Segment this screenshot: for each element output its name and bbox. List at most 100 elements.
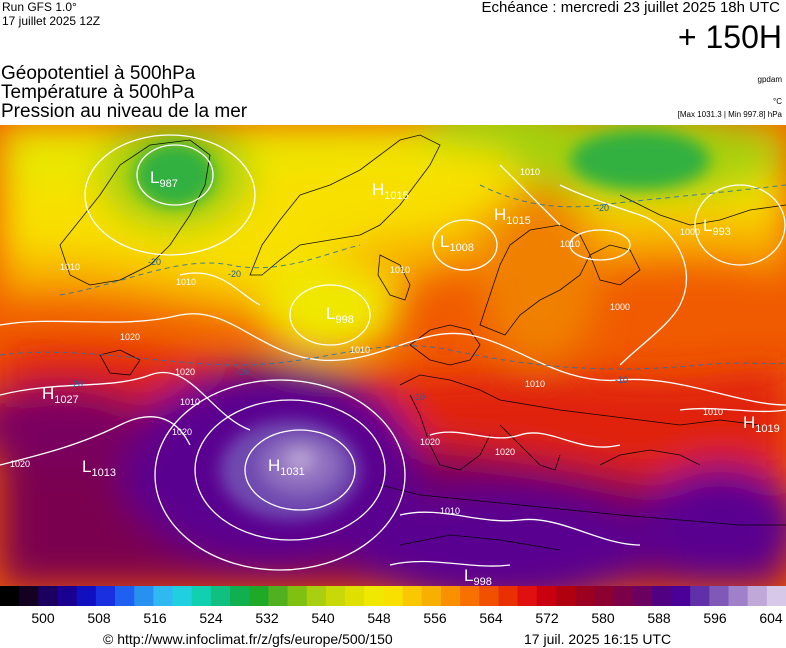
color-scale-tick: 604	[759, 610, 783, 626]
isotherm-label: -10	[236, 367, 249, 377]
isobar-label: 1010	[703, 407, 723, 417]
isobar-label: 1010	[525, 379, 545, 389]
pressure-center: L998	[464, 566, 492, 586]
color-swatch	[306, 586, 327, 606]
isotherm-label: -20	[70, 379, 83, 389]
color-scale-tick: 500	[31, 610, 55, 626]
pressure-center: H1015	[372, 180, 409, 202]
color-swatch	[325, 586, 346, 606]
copyright: © http://www.infoclimat.fr/z/gfs/europe/…	[103, 631, 393, 647]
color-swatch	[57, 586, 78, 606]
isobar-label: 1020	[120, 332, 140, 342]
isotherm-label: -10	[412, 392, 425, 402]
color-swatch	[517, 586, 538, 606]
color-swatch	[709, 586, 730, 606]
isobar-label: 1020	[420, 437, 440, 447]
color-swatch	[575, 586, 595, 606]
isobar-label: 1020	[495, 447, 515, 457]
color-swatch	[19, 586, 39, 606]
color-swatch	[460, 586, 480, 606]
isotherm-label: -20	[228, 269, 241, 279]
isobar-label: 1010	[440, 506, 460, 516]
color-swatch	[690, 586, 710, 606]
pressure-center: L1008	[440, 232, 474, 254]
color-swatch	[230, 586, 250, 606]
color-scale-tick: 564	[479, 610, 503, 626]
color-swatch	[172, 586, 193, 606]
color-swatch	[191, 586, 212, 606]
color-swatch	[402, 586, 423, 606]
color-swatch	[613, 586, 634, 606]
generated-time: 17 juil. 2025 16:15 UTC	[524, 631, 672, 647]
isobar-label: 1010	[180, 397, 200, 407]
lead-time: + 150H	[677, 19, 782, 55]
run-label: Run GFS 1.0°	[2, 0, 77, 14]
color-scale-tick: 516	[143, 610, 167, 626]
pressure-max-min: [Max 1031.3 | Min 997.8] hPa	[677, 110, 782, 119]
color-swatch	[134, 586, 154, 606]
pressure-center: L987	[150, 168, 178, 190]
color-swatch	[95, 586, 116, 606]
color-swatch	[210, 586, 231, 606]
color-scale-tick: 524	[199, 610, 223, 626]
isobar-label: 1010	[350, 345, 370, 355]
pressure-center: H1031	[268, 456, 305, 478]
run-date: 17 juillet 2025 12Z	[2, 14, 101, 28]
color-swatch	[287, 586, 308, 606]
title-geopotential: Géopotentiel à 500hPa	[1, 63, 196, 84]
unit-temperature: °C	[773, 97, 782, 106]
isobar-label: 1000	[610, 302, 630, 312]
color-swatch	[728, 586, 749, 606]
pressure-center: H1027	[42, 384, 79, 406]
color-swatch	[153, 586, 174, 606]
pressure-center: L998	[326, 304, 354, 326]
color-scale-tick: 548	[367, 610, 391, 626]
color-swatch	[383, 586, 404, 606]
pressure-center: L993	[703, 216, 731, 238]
color-swatch	[421, 586, 442, 606]
color-swatch	[651, 586, 672, 606]
isobar-label: 1010	[390, 265, 410, 275]
color-swatch	[766, 586, 786, 606]
isotherm-label: -10	[615, 375, 628, 385]
isotherm-label: -20	[596, 203, 609, 213]
color-scale-tick: 556	[423, 610, 447, 626]
weather-map: 1010 1020 1010 1020 1010 1020 1020 1020 …	[0, 125, 786, 586]
color-swatch	[632, 586, 653, 606]
isobar-label: 1010	[176, 277, 196, 287]
color-swatch	[747, 586, 768, 606]
color-swatch	[670, 586, 691, 606]
color-scale-tick: 532	[255, 610, 279, 626]
color-swatch	[345, 586, 365, 606]
isobar-label: 1020	[175, 367, 195, 377]
isobar-label: 1020	[10, 459, 30, 469]
isotherm-label: -20	[148, 257, 161, 267]
isobar-label: 1020	[172, 427, 192, 437]
isobar-label: 1010	[60, 262, 80, 272]
isobar-label: 1010	[560, 239, 580, 249]
color-swatch	[536, 586, 557, 606]
color-scale	[0, 586, 786, 606]
forecast-valid-time: Echéance : mercredi 23 juillet 2025 18h …	[481, 0, 781, 16]
color-scale-tick: 596	[703, 610, 727, 626]
color-swatch	[364, 586, 385, 606]
color-swatch	[0, 586, 20, 606]
title-temperature: Température à 500hPa	[1, 82, 195, 103]
isobar-label: 1010	[520, 167, 540, 177]
isobar-label: 1000	[680, 227, 700, 237]
color-swatch	[440, 586, 461, 606]
color-swatch	[115, 586, 135, 606]
color-swatch	[38, 586, 59, 606]
color-swatch	[594, 586, 615, 606]
pressure-center: H1019	[743, 413, 780, 435]
color-scale-tick: 580	[591, 610, 615, 626]
color-swatch	[498, 586, 519, 606]
pressure-center: L1013	[82, 457, 116, 479]
color-scale-tick: 540	[311, 610, 335, 626]
color-scale-tick: 588	[647, 610, 671, 626]
color-swatch	[479, 586, 500, 606]
color-scale-tick: 508	[87, 610, 111, 626]
pressure-center: H1015	[494, 205, 531, 227]
title-pressure: Pression au niveau de la mer	[1, 101, 248, 122]
color-scale-tick: 572	[535, 610, 559, 626]
